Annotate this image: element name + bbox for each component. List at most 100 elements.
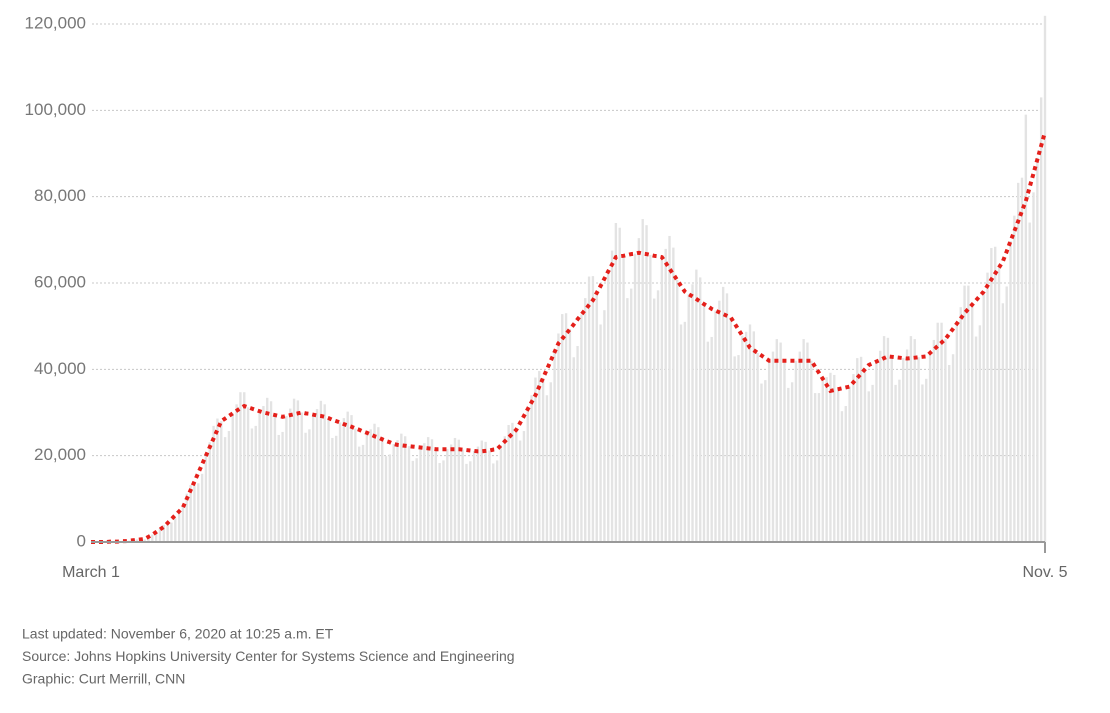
bar bbox=[319, 400, 323, 542]
bar bbox=[449, 444, 453, 542]
bar bbox=[997, 267, 1001, 542]
bar bbox=[599, 324, 602, 542]
bar bbox=[936, 322, 939, 542]
bar bbox=[400, 433, 403, 542]
bar bbox=[875, 361, 878, 542]
bar bbox=[1013, 215, 1016, 542]
bar bbox=[499, 445, 503, 542]
bar bbox=[358, 446, 361, 542]
bar bbox=[285, 415, 288, 542]
bar bbox=[503, 436, 506, 542]
bar bbox=[461, 449, 464, 542]
bar bbox=[239, 392, 242, 542]
bar bbox=[580, 314, 583, 542]
bar bbox=[135, 539, 139, 542]
bar bbox=[917, 357, 920, 542]
bar bbox=[273, 415, 277, 542]
bar bbox=[779, 342, 782, 542]
bar bbox=[300, 412, 303, 542]
bar bbox=[744, 331, 748, 542]
bar bbox=[553, 352, 556, 542]
bar bbox=[645, 225, 648, 542]
bar bbox=[212, 425, 215, 542]
bar bbox=[967, 285, 970, 542]
bar bbox=[886, 337, 890, 542]
bar bbox=[890, 356, 893, 542]
bar bbox=[982, 291, 985, 542]
bar bbox=[944, 339, 947, 542]
bar bbox=[974, 336, 978, 542]
bar bbox=[990, 248, 993, 542]
bar bbox=[1028, 222, 1031, 543]
bar bbox=[235, 404, 238, 542]
bar bbox=[438, 463, 441, 542]
bar bbox=[476, 446, 480, 542]
bar bbox=[369, 429, 372, 542]
bar bbox=[534, 377, 537, 542]
bar bbox=[518, 440, 522, 542]
bar bbox=[833, 374, 836, 542]
bar bbox=[721, 286, 725, 542]
bar bbox=[660, 257, 664, 542]
bar bbox=[227, 431, 231, 542]
bar bbox=[764, 380, 767, 542]
bar bbox=[1043, 15, 1047, 542]
bars bbox=[108, 15, 1047, 543]
y-tick-label: 100,000 bbox=[25, 100, 86, 119]
bar bbox=[568, 329, 572, 542]
bar bbox=[752, 331, 756, 542]
bar bbox=[825, 377, 828, 542]
bar bbox=[836, 389, 840, 542]
bar bbox=[882, 336, 886, 542]
bar bbox=[664, 248, 667, 543]
bar bbox=[289, 408, 292, 542]
bar bbox=[603, 310, 606, 542]
bar bbox=[737, 355, 740, 542]
bar bbox=[151, 534, 154, 542]
bar bbox=[733, 356, 736, 542]
bar bbox=[281, 431, 284, 542]
bar bbox=[488, 450, 491, 542]
bar bbox=[902, 358, 905, 542]
bar bbox=[951, 354, 955, 542]
bar bbox=[986, 272, 989, 542]
bar bbox=[879, 350, 882, 542]
bar bbox=[994, 246, 997, 543]
bar bbox=[277, 434, 280, 542]
bar bbox=[262, 406, 265, 542]
bar bbox=[672, 247, 675, 542]
bar bbox=[1036, 157, 1039, 543]
bar bbox=[181, 505, 185, 542]
bar bbox=[584, 298, 587, 542]
bar bbox=[971, 304, 974, 542]
bar bbox=[143, 539, 146, 542]
x-tick-label: Nov. 5 bbox=[1022, 564, 1067, 581]
bar bbox=[741, 335, 744, 542]
bar bbox=[392, 444, 395, 542]
bar bbox=[266, 397, 269, 542]
bar bbox=[549, 382, 552, 542]
bar bbox=[174, 518, 177, 542]
bar bbox=[760, 383, 763, 542]
bar bbox=[162, 525, 165, 542]
bar bbox=[940, 322, 943, 542]
bar bbox=[292, 398, 296, 542]
bar bbox=[1039, 97, 1043, 542]
bar bbox=[154, 531, 158, 542]
bar bbox=[515, 429, 518, 542]
bar bbox=[147, 537, 150, 542]
bar bbox=[361, 444, 365, 542]
bar bbox=[166, 523, 169, 542]
bar bbox=[948, 365, 951, 542]
bar bbox=[955, 323, 959, 542]
bar bbox=[1001, 303, 1005, 542]
bar bbox=[630, 288, 633, 542]
bar bbox=[576, 346, 579, 542]
bar bbox=[810, 360, 813, 542]
bar bbox=[538, 371, 541, 542]
bar bbox=[610, 250, 614, 542]
bar bbox=[1020, 177, 1024, 542]
bar bbox=[231, 413, 234, 542]
bar bbox=[380, 439, 384, 542]
